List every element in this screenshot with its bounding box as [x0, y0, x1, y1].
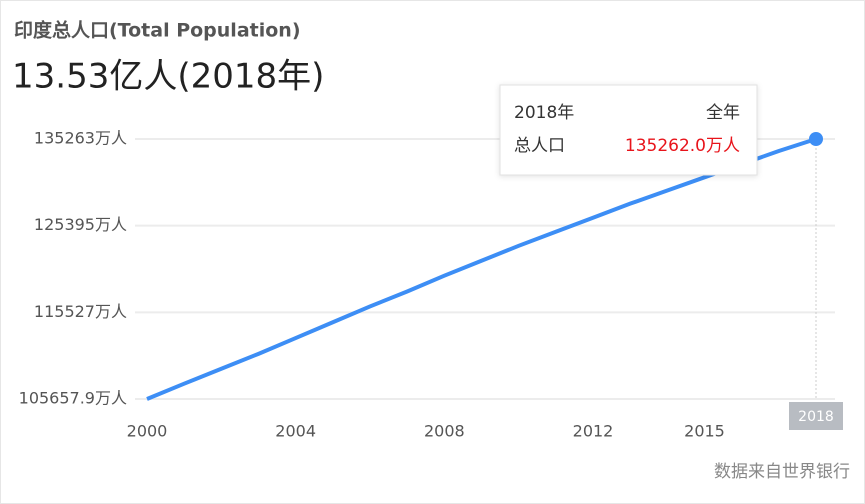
tooltip-value: 135262.0万人: [625, 136, 740, 156]
x-tick-label: 2004: [275, 422, 316, 441]
y-tick-label: 135263万人: [34, 129, 127, 148]
x-tick-label: 2018: [798, 409, 834, 425]
chart-subtitle: 13.53亿人(2018年): [12, 57, 324, 97]
tooltip-box: [499, 84, 758, 176]
data-line: [146, 137, 817, 401]
x-tick-label: 2008: [424, 422, 465, 441]
y-tick-label: 125395万人: [34, 215, 127, 234]
tooltip-period: 全年: [706, 103, 740, 123]
x-tick-label: 2012: [573, 422, 614, 441]
x-tick-label: 2000: [127, 422, 168, 441]
y-tick-label: 115527万人: [34, 302, 127, 321]
tooltip-metric: 总人口: [514, 136, 565, 156]
chart-title: 印度总人口(Total Population): [14, 19, 301, 42]
tooltip-year: 2018年: [514, 103, 574, 123]
source: 数据来自世界银行: [714, 462, 850, 482]
y-tick-label: 105657.9万人: [19, 389, 127, 408]
x-tick-label: 2015: [684, 422, 725, 441]
x-tick-highlight: [789, 402, 843, 430]
data-point: [809, 132, 823, 147]
